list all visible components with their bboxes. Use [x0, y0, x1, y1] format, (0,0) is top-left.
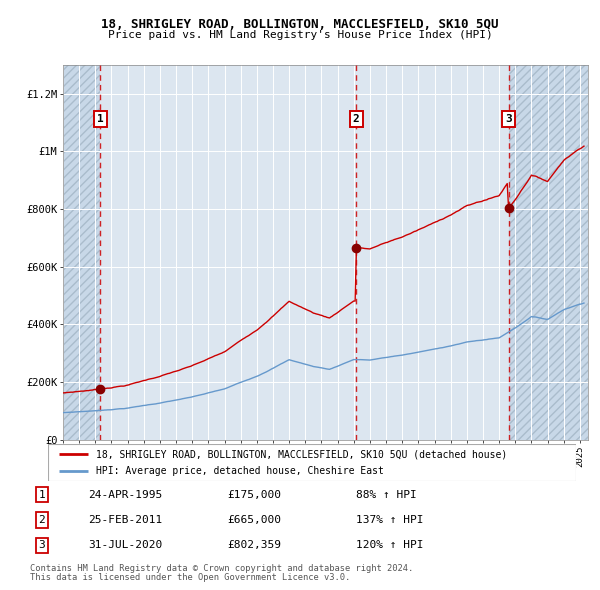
Text: 24-APR-1995: 24-APR-1995 [88, 490, 163, 500]
Text: 2: 2 [353, 114, 359, 124]
Text: Contains HM Land Registry data © Crown copyright and database right 2024.: Contains HM Land Registry data © Crown c… [30, 563, 413, 572]
Text: £802,359: £802,359 [227, 540, 281, 550]
Bar [63, 65, 100, 440]
Text: This data is licensed under the Open Government Licence v3.0.: This data is licensed under the Open Gov… [30, 573, 350, 582]
Text: £665,000: £665,000 [227, 515, 281, 525]
Text: 18, SHRIGLEY ROAD, BOLLINGTON, MACCLESFIELD, SK10 5QU (detached house): 18, SHRIGLEY ROAD, BOLLINGTON, MACCLESFI… [95, 449, 507, 459]
Text: 25-FEB-2011: 25-FEB-2011 [88, 515, 163, 525]
Bar [509, 65, 588, 440]
Text: 137% ↑ HPI: 137% ↑ HPI [356, 515, 424, 525]
Text: 88% ↑ HPI: 88% ↑ HPI [356, 490, 417, 500]
Text: 31-JUL-2020: 31-JUL-2020 [88, 540, 163, 550]
Text: 3: 3 [505, 114, 512, 124]
Text: 120% ↑ HPI: 120% ↑ HPI [356, 540, 424, 550]
Text: £175,000: £175,000 [227, 490, 281, 500]
Text: 2: 2 [38, 515, 45, 525]
Text: 18, SHRIGLEY ROAD, BOLLINGTON, MACCLESFIELD, SK10 5QU: 18, SHRIGLEY ROAD, BOLLINGTON, MACCLESFI… [101, 18, 499, 31]
FancyBboxPatch shape [48, 444, 576, 481]
Text: Price paid vs. HM Land Registry's House Price Index (HPI): Price paid vs. HM Land Registry's House … [107, 30, 493, 40]
Text: HPI: Average price, detached house, Cheshire East: HPI: Average price, detached house, Ches… [95, 466, 383, 476]
Text: 1: 1 [97, 114, 104, 124]
Text: 1: 1 [38, 490, 45, 500]
Text: 3: 3 [38, 540, 45, 550]
